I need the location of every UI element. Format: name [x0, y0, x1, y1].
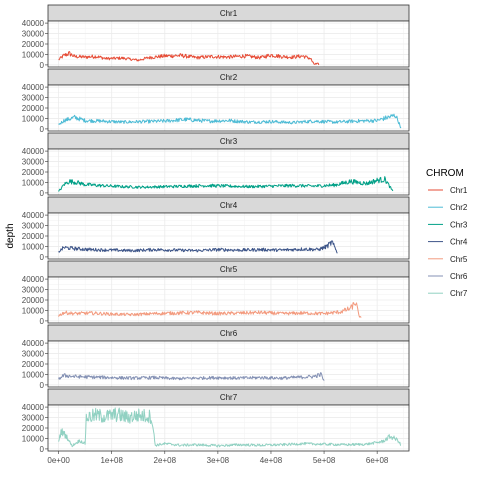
facet-strip-label: Chr7 [220, 393, 238, 402]
x-tick-label: 6e+08 [366, 456, 389, 465]
y-tick-label: 30000 [22, 158, 45, 167]
y-tick-label: 0 [40, 189, 45, 198]
y-tick-label: 10000 [22, 178, 45, 187]
y-tick-label: 0 [40, 317, 45, 326]
y-tick-label: 10000 [22, 242, 45, 251]
panel-border [47, 212, 410, 260]
legend-title: CHROM [426, 168, 464, 179]
y-tick-label: 0 [40, 253, 45, 262]
y-tick-label: 20000 [22, 424, 45, 433]
y-tick-label: 40000 [22, 275, 45, 284]
series-line-chr5 [58, 302, 362, 318]
y-tick-label: 30000 [22, 94, 45, 103]
x-tick-label: 0e+00 [47, 456, 70, 465]
facet-strip-label: Chr2 [220, 73, 238, 82]
y-tick-label: 30000 [22, 414, 45, 423]
y-tick-label: 0 [40, 125, 45, 134]
series-line-chr6 [58, 372, 325, 381]
x-tick-label: 1e+08 [100, 456, 123, 465]
y-tick-label: 10000 [22, 306, 45, 315]
y-axis-title: depth [5, 223, 16, 248]
series-line-chr7 [58, 407, 402, 448]
y-tick-label: 40000 [22, 339, 45, 348]
panel-border [47, 404, 410, 452]
facet-strip-label: Chr6 [220, 329, 238, 338]
series-line-chr3 [58, 176, 394, 192]
y-tick-label: 30000 [22, 30, 45, 39]
panel-border [47, 20, 410, 68]
y-tick-label: 20000 [22, 296, 45, 305]
y-tick-label: 20000 [22, 232, 45, 241]
series-line-chr4 [58, 240, 338, 254]
legend: CHROM Chr1 Chr2 Chr3 Chr4 Chr5 Chr6 Chr7 [426, 168, 468, 298]
panel-border [47, 148, 410, 196]
y-tick-label: 40000 [22, 147, 45, 156]
x-tick-label: 2e+08 [154, 456, 177, 465]
legend-label-chr1: Chr1 [450, 186, 468, 195]
facet-strip-label: Chr4 [220, 201, 238, 210]
legend-label-chr2: Chr2 [450, 203, 468, 212]
y-tick-label: 20000 [22, 104, 45, 113]
panel-border [47, 84, 410, 132]
series-line-chr1 [58, 51, 320, 66]
legend-label-chr5: Chr5 [450, 255, 468, 264]
y-tick-label: 40000 [22, 83, 45, 92]
y-tick-label: 20000 [22, 168, 45, 177]
facet-strip-label: Chr1 [220, 9, 238, 18]
series-line-chr2 [58, 113, 402, 129]
y-tick-label: 40000 [22, 211, 45, 220]
legend-label-chr4: Chr4 [450, 238, 468, 247]
y-tick-label: 30000 [22, 286, 45, 295]
y-tick-label: 10000 [22, 370, 45, 379]
facet-strip-label: Chr3 [220, 137, 238, 146]
x-tick-label: 4e+08 [260, 456, 283, 465]
y-tick-label: 10000 [22, 114, 45, 123]
y-tick-label: 0 [40, 61, 45, 70]
y-tick-label: 30000 [22, 350, 45, 359]
x-tick-label: 3e+08 [207, 456, 230, 465]
y-tick-label: 30000 [22, 222, 45, 231]
y-tick-label: 10000 [22, 50, 45, 59]
legend-label-chr3: Chr3 [450, 220, 468, 229]
y-tick-label: 10000 [22, 434, 45, 443]
y-tick-label: 40000 [22, 403, 45, 412]
y-tick-label: 0 [40, 445, 45, 454]
y-tick-label: 20000 [22, 40, 45, 49]
y-tick-label: 40000 [22, 19, 45, 28]
panel-border [47, 340, 410, 388]
y-tick-label: 0 [40, 381, 45, 390]
legend-label-chr6: Chr6 [450, 272, 468, 281]
panel-border [47, 276, 410, 324]
legend-label-chr7: Chr7 [450, 289, 468, 298]
y-tick-label: 20000 [22, 360, 45, 369]
facet-strip-label: Chr5 [220, 265, 238, 274]
x-tick-label: 5e+08 [313, 456, 336, 465]
